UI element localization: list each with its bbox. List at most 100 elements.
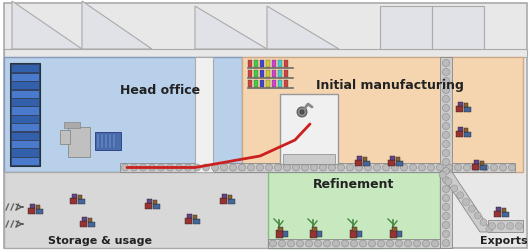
Circle shape (442, 231, 450, 238)
Circle shape (314, 240, 321, 247)
Circle shape (202, 164, 210, 171)
Circle shape (439, 172, 446, 179)
Text: Head office: Head office (120, 84, 200, 97)
Circle shape (256, 164, 263, 171)
Circle shape (347, 164, 354, 171)
Bar (283, 231, 288, 237)
Bar (228, 199, 235, 204)
Circle shape (391, 164, 398, 171)
Circle shape (442, 159, 450, 166)
Circle shape (436, 164, 443, 171)
Bar (456, 107, 463, 113)
Circle shape (442, 87, 450, 94)
Circle shape (287, 240, 295, 247)
Bar (60, 131, 70, 144)
Circle shape (158, 164, 165, 171)
Bar (480, 161, 484, 165)
Bar (312, 227, 317, 231)
Bar (464, 108, 471, 113)
Bar (82, 217, 87, 221)
Circle shape (302, 164, 309, 171)
Circle shape (442, 222, 450, 229)
Bar (280, 94, 338, 164)
Bar (284, 70, 288, 77)
Bar (4, 58, 242, 172)
Circle shape (323, 240, 330, 247)
Circle shape (457, 192, 464, 199)
Circle shape (275, 164, 281, 171)
Bar (10, 64, 40, 166)
Bar (350, 230, 357, 238)
Circle shape (382, 164, 390, 171)
Bar (464, 104, 468, 108)
Bar (185, 218, 192, 224)
Bar (88, 218, 92, 222)
Circle shape (193, 164, 201, 171)
Circle shape (364, 164, 372, 171)
Bar (145, 203, 152, 209)
Circle shape (486, 226, 493, 233)
Bar (12, 116, 39, 123)
Bar (352, 227, 357, 231)
Bar (12, 83, 39, 90)
Bar (268, 239, 440, 248)
Bar (388, 160, 395, 166)
Bar (272, 70, 276, 77)
Bar (380, 7, 432, 50)
Circle shape (369, 240, 375, 247)
Circle shape (442, 150, 450, 157)
Circle shape (442, 240, 450, 246)
Circle shape (355, 164, 363, 171)
Circle shape (396, 240, 402, 247)
Text: Storage & usage: Storage & usage (48, 235, 152, 245)
Bar (64, 122, 80, 129)
Bar (242, 58, 523, 172)
Bar (88, 222, 95, 227)
Circle shape (332, 240, 339, 247)
Bar (153, 200, 157, 204)
Bar (12, 100, 39, 107)
Bar (392, 227, 397, 231)
Bar (193, 215, 197, 219)
Bar (464, 133, 471, 137)
Circle shape (300, 111, 304, 115)
Circle shape (350, 240, 357, 247)
Bar (30, 204, 35, 208)
Circle shape (131, 164, 138, 171)
Bar (494, 211, 501, 217)
Circle shape (418, 164, 425, 171)
Circle shape (489, 223, 495, 230)
Bar (502, 208, 506, 212)
Circle shape (480, 219, 487, 226)
Bar (120, 163, 515, 172)
Bar (272, 80, 276, 87)
Bar (440, 58, 452, 248)
Bar (68, 128, 90, 158)
Bar (456, 132, 463, 137)
Circle shape (378, 240, 384, 247)
Text: Exports: Exports (480, 235, 528, 245)
Bar (247, 67, 293, 69)
Circle shape (491, 164, 498, 171)
Circle shape (409, 164, 416, 171)
Circle shape (387, 240, 393, 247)
Text: Refinement: Refinement (313, 178, 395, 191)
Circle shape (463, 199, 469, 206)
Bar (260, 70, 264, 77)
Circle shape (405, 240, 412, 247)
Bar (284, 60, 288, 67)
Bar (247, 77, 293, 79)
Bar (193, 219, 200, 224)
Circle shape (507, 223, 513, 230)
Circle shape (498, 223, 504, 230)
Bar (12, 141, 39, 149)
Circle shape (320, 164, 327, 171)
Bar (12, 125, 39, 132)
Bar (260, 80, 264, 87)
Circle shape (451, 185, 458, 192)
Circle shape (414, 240, 421, 247)
Polygon shape (440, 172, 492, 232)
Circle shape (270, 240, 277, 247)
Bar (70, 198, 77, 204)
Circle shape (359, 240, 366, 247)
